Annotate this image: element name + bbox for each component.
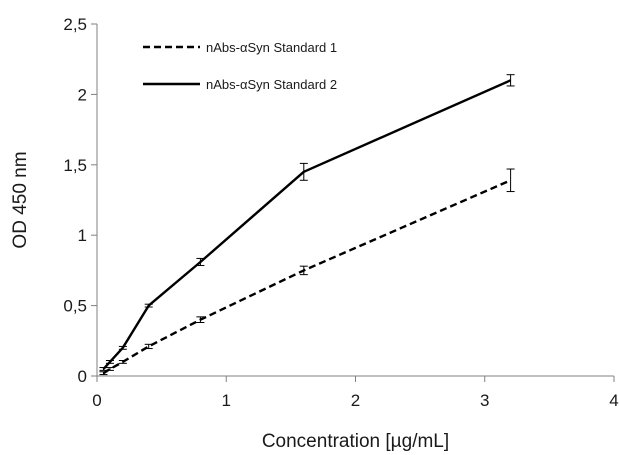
- error-bar: [118, 360, 127, 364]
- y-tick-label: 1,5: [63, 156, 87, 175]
- x-tick-label: 4: [609, 391, 618, 410]
- error-bar: [118, 345, 127, 350]
- x-tick-label: 3: [480, 391, 489, 410]
- legend: nAbs-αSyn Standard 1 nAbs-αSyn Standard 2: [143, 40, 337, 92]
- error-bar: [506, 74, 515, 87]
- error-bar: [196, 316, 205, 323]
- y-tick-label: 2: [78, 85, 87, 104]
- error-bar: [506, 168, 515, 193]
- ticks: 0 0,5 1 1,5 2 2,5 0 1 2 3 4: [63, 15, 618, 410]
- error-bar: [99, 371, 108, 376]
- y-tick-label: 0: [78, 367, 87, 386]
- series-layer: [99, 74, 515, 376]
- series-1-line: [102, 179, 512, 375]
- y-tick-label: 1: [78, 226, 87, 245]
- x-axis-title: Concentration [µg/mL]: [262, 431, 449, 452]
- series-1: [99, 168, 515, 376]
- error-bar: [144, 343, 153, 350]
- error-bar: [299, 265, 308, 276]
- error-bar: [99, 367, 108, 371]
- error-bar: [196, 257, 205, 266]
- series-2-line: [102, 79, 512, 370]
- legend-label-1: nAbs-αSyn Standard 1: [206, 40, 337, 55]
- series-2: [99, 74, 515, 371]
- error-bar: [105, 360, 114, 364]
- y-axis-title: OD 450 nm: [10, 151, 31, 248]
- error-bar: [144, 303, 153, 308]
- x-tick-label: 0: [92, 391, 101, 410]
- error-bar: [299, 162, 308, 181]
- axes: [96, 24, 614, 377]
- legend-label-2: nAbs-αSyn Standard 2: [206, 77, 337, 92]
- x-tick-label: 1: [222, 391, 231, 410]
- y-tick-label: 2,5: [63, 15, 87, 34]
- x-tick-label: 2: [351, 391, 360, 410]
- y-tick-label: 0,5: [63, 297, 87, 316]
